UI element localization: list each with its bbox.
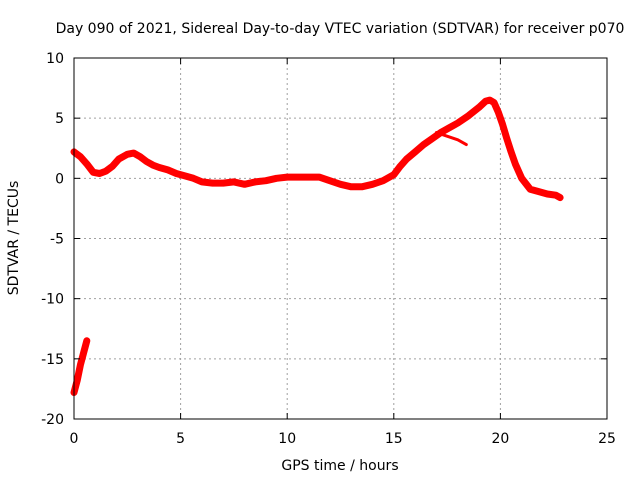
y-tick-label: 5	[55, 111, 64, 127]
series-line-1	[70, 337, 91, 396]
x-tick-label: 0	[70, 431, 79, 447]
plot-series	[70, 96, 564, 396]
y-tick-label: -5	[50, 232, 64, 248]
x-tick-label: 5	[176, 431, 185, 447]
y-tick-labels: 10 5 0 -5 -10 -15 -20	[41, 51, 64, 428]
grid	[74, 58, 607, 419]
chart-title: Day 090 of 2021, Sidereal Day-to-day VTE…	[56, 21, 625, 37]
y-tick-label: 10	[46, 51, 64, 67]
x-tick-label: 10	[278, 431, 296, 447]
y-tick-label: 0	[55, 171, 64, 187]
series-line-2	[70, 96, 564, 202]
y-tick-label: -15	[41, 352, 64, 368]
y-axis-label: SDTVAR / TECUs	[6, 181, 22, 296]
y-tick-label: -10	[41, 292, 64, 308]
x-tick-label: 15	[385, 431, 403, 447]
y-tick-label: -20	[41, 412, 64, 428]
x-tick-label: 25	[598, 431, 616, 447]
x-axis-label: GPS time / hours	[281, 458, 398, 474]
x-tick-labels: 0 5 10 15 20 25	[70, 431, 616, 447]
series-line-3	[434, 131, 468, 147]
axis-ticks	[73, 57, 608, 420]
x-tick-label: 20	[491, 431, 509, 447]
